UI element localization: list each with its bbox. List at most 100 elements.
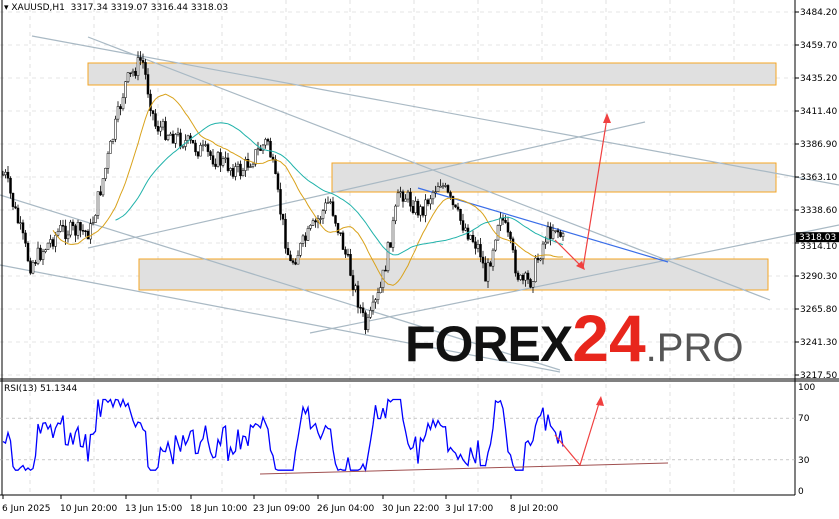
candle (256, 148, 260, 150)
candle (346, 253, 350, 256)
candle (561, 233, 565, 237)
candle (226, 157, 230, 171)
candle (354, 285, 357, 290)
candle (479, 244, 482, 258)
candle (61, 225, 65, 227)
candle (294, 262, 297, 265)
candle (236, 163, 240, 167)
candle (401, 191, 405, 202)
candle (231, 168, 235, 177)
rsi-line (2, 397, 564, 473)
candle (179, 132, 182, 147)
candle (324, 202, 327, 211)
candle (84, 230, 87, 232)
candle (541, 243, 545, 260)
candle (504, 220, 507, 223)
candle (341, 232, 345, 250)
candle (229, 168, 232, 171)
candle (14, 206, 17, 209)
candle (374, 299, 377, 303)
candle (514, 249, 517, 274)
candle (134, 70, 137, 76)
rsi-trendline (259, 462, 669, 475)
candle (556, 230, 560, 233)
candle (369, 310, 372, 318)
candle (461, 220, 465, 231)
candle (31, 262, 35, 274)
price-label: 3411.40 (800, 107, 837, 117)
price-label: 3435.20 (800, 74, 837, 84)
candle (281, 213, 285, 220)
candle (489, 262, 492, 267)
candle (4, 171, 7, 176)
candle (116, 106, 120, 120)
candle (6, 171, 10, 179)
candle (266, 139, 270, 142)
candle (29, 260, 32, 274)
candle (466, 227, 470, 240)
candle (139, 57, 142, 61)
candle (356, 285, 360, 308)
candle (269, 140, 272, 158)
candle (89, 223, 92, 240)
candle (521, 274, 525, 281)
rsi-level-label: 100 (798, 383, 815, 393)
candle (141, 60, 145, 63)
time-label: 8 Jul 20:00 (510, 504, 559, 514)
candle (371, 301, 375, 311)
candle (109, 141, 112, 154)
logo-pro: .PRO (645, 326, 744, 370)
candle (386, 242, 390, 271)
candle (291, 260, 295, 263)
candle (419, 206, 422, 216)
candle (114, 118, 117, 140)
candle (331, 201, 335, 216)
candle (46, 242, 50, 250)
trendline (87, 121, 646, 249)
candle (459, 209, 462, 221)
candle (469, 235, 472, 240)
candle (201, 144, 205, 147)
candle (394, 205, 397, 222)
logo-forex: FOREX (405, 316, 573, 372)
candle (359, 307, 362, 309)
symbol: XAUUSD,H1 (11, 3, 65, 13)
price-label: 3363.10 (800, 173, 837, 183)
candle (399, 191, 402, 194)
price-label: 3217.50 (800, 371, 837, 381)
candle (441, 185, 445, 188)
candle (26, 242, 30, 262)
candle (239, 163, 242, 177)
candle (474, 241, 477, 249)
candle (194, 142, 197, 153)
candle (101, 178, 105, 196)
candle (446, 185, 450, 193)
candle (326, 202, 330, 204)
trendline (309, 224, 839, 334)
candle (216, 152, 220, 167)
candle (309, 225, 312, 229)
candle (151, 110, 155, 114)
candle (144, 62, 147, 75)
candle (81, 230, 85, 232)
candle (279, 189, 282, 215)
candle (526, 272, 530, 280)
candle (486, 262, 490, 282)
time-label: 13 Jun 15:00 (125, 504, 182, 514)
candle (424, 199, 427, 216)
candle (86, 230, 90, 240)
current-price: 3318.03 (799, 233, 836, 243)
time-label: 6 Jun 2025 (2, 504, 50, 514)
support-resistance-zone (138, 258, 769, 291)
candle (146, 74, 150, 95)
candle (361, 307, 365, 314)
candle (9, 177, 12, 194)
candle (286, 248, 290, 256)
candle (186, 135, 190, 141)
candle (36, 247, 40, 264)
symbol-header: ▾ XAUUSD,H1 3317.34 3319.07 3316.44 3318… (4, 3, 229, 13)
moving-average-slow (115, 122, 564, 256)
candle (224, 157, 227, 160)
